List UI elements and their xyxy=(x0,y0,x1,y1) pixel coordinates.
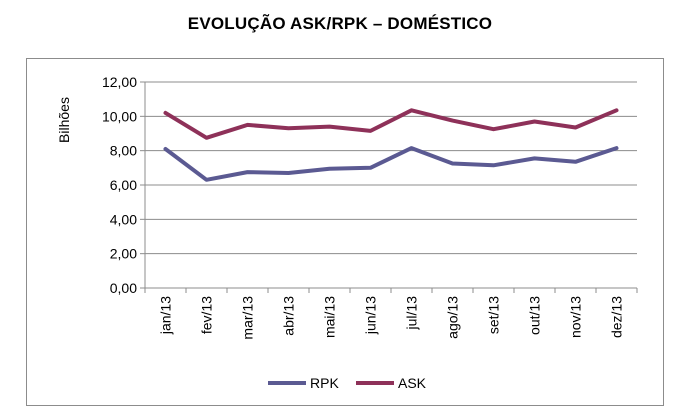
y-tick-label: 10,00 xyxy=(102,108,137,124)
y-tick-label: 6,00 xyxy=(110,177,137,193)
series-line-rpk xyxy=(163,146,619,182)
legend-label-ask: ASK xyxy=(398,375,427,391)
x-tick-label: mar/13 xyxy=(240,296,256,340)
x-tick-labels: jan/13 fev/13 mar/13 abr/13 mai/13 jun/13 jul/… xyxy=(158,296,625,340)
x-tick-label: nov/13 xyxy=(568,296,584,338)
y-tick-label: 0,00 xyxy=(110,280,137,296)
series-lines xyxy=(163,108,619,182)
x-tick-label: jan/13 xyxy=(158,296,174,335)
axes xyxy=(140,81,638,293)
y-tick-label: 2,00 xyxy=(110,246,137,262)
legend: RPK ASK xyxy=(268,375,427,391)
chart-frame xyxy=(26,58,664,406)
x-tick-label: mai/13 xyxy=(322,296,338,338)
x-tick-label: abr/13 xyxy=(281,296,297,336)
y-tick-labels: 0,00 2,00 4,00 6,00 8,00 10,00 12,00 xyxy=(102,74,137,296)
y-tick-label: 12,00 xyxy=(102,74,137,90)
x-tick-label: out/13 xyxy=(527,296,543,335)
y-tick-label: 8,00 xyxy=(110,143,137,159)
series-line-ask xyxy=(163,108,619,140)
y-tick-label: 4,00 xyxy=(110,211,137,227)
gridlines xyxy=(145,81,637,255)
x-tick-label: jul/13 xyxy=(404,296,420,331)
y-axis-title: Bilhões xyxy=(56,97,72,143)
x-tick-label: jun/13 xyxy=(363,296,379,335)
chart-title: EVOLUÇÃO ASK/RPK – DOMÉSTICO xyxy=(187,14,493,33)
x-tick-label: ago/13 xyxy=(445,296,461,339)
x-tick-label: fev/13 xyxy=(199,296,215,334)
legend-label-rpk: RPK xyxy=(310,375,339,391)
x-tick-label: dez/13 xyxy=(609,296,625,338)
x-tick-label: set/13 xyxy=(486,296,502,334)
